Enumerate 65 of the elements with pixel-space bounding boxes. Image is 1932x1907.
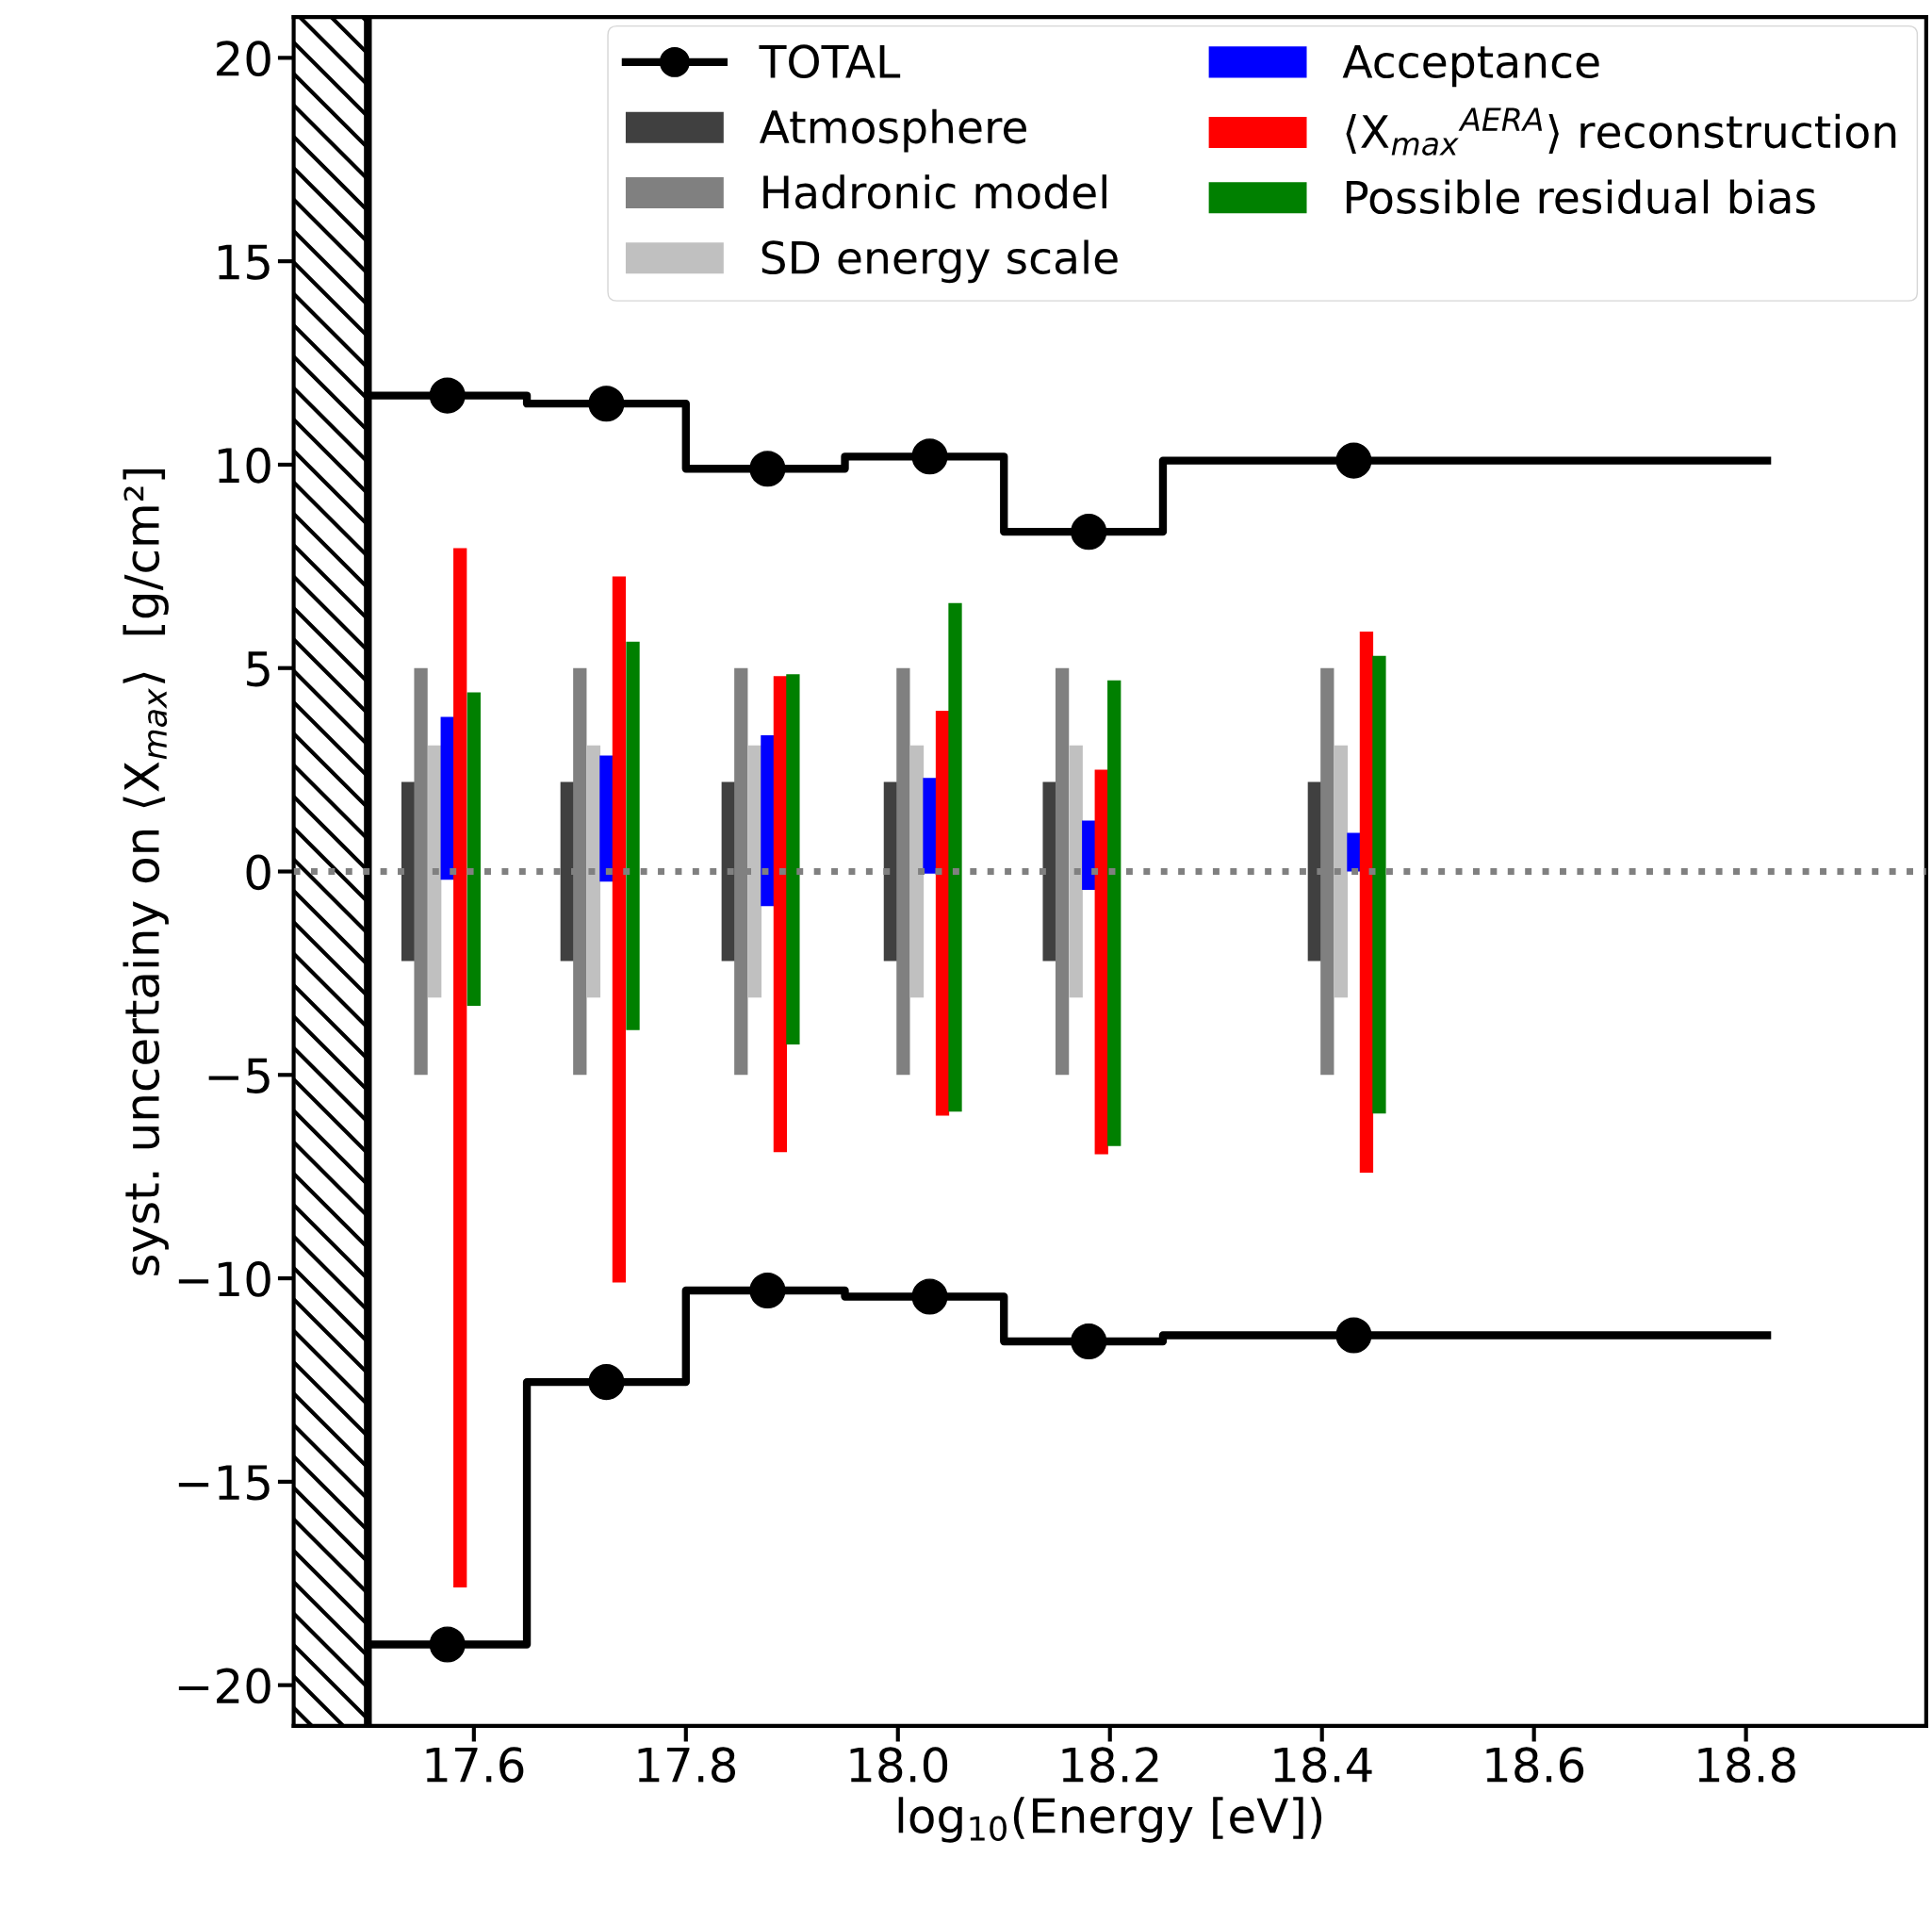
- bar: [626, 641, 640, 1030]
- y-tick-label: 0: [246, 854, 270, 891]
- bar: [428, 745, 442, 998]
- point: [911, 1278, 948, 1315]
- bar: [909, 745, 925, 998]
- y-tick-label: 5: [247, 651, 270, 687]
- point: [749, 451, 786, 487]
- point: [1071, 514, 1107, 551]
- bar: [1307, 781, 1321, 962]
- bar: [440, 716, 454, 880]
- bar: [612, 576, 627, 1283]
- legend-label: Atmosphere: [759, 108, 1026, 153]
- bar: [1372, 655, 1386, 1114]
- bar: [586, 745, 601, 998]
- x-tick-label: 18.6: [1486, 1747, 1584, 1784]
- x-tick-label: 18.8: [1698, 1747, 1795, 1784]
- legend-label: ⟨X$_{max}$$^{AERA}$⟩ reconstruction: [1346, 107, 1896, 156]
- y-tick-label: −15: [178, 1465, 270, 1501]
- bar: [1334, 745, 1349, 998]
- bar: [1094, 769, 1108, 1155]
- point: [1071, 1323, 1107, 1360]
- bar: [786, 674, 800, 1044]
- bar: [599, 755, 614, 882]
- y-tick-label: 10: [218, 447, 270, 484]
- point: [749, 1272, 786, 1309]
- legend-label: Possible residual bias: [1346, 179, 1815, 215]
- bar: [1347, 832, 1361, 872]
- x-tick-label: 18.4: [1274, 1747, 1372, 1784]
- legend-label: SD energy scale: [761, 239, 1118, 284]
- point: [1335, 442, 1372, 479]
- x-tick-label: 18.0: [850, 1747, 948, 1784]
- point: [588, 1364, 625, 1401]
- x-axis-title: log$_{10}$(Energy [eV]): [898, 1797, 1322, 1843]
- point: [429, 1626, 466, 1663]
- bar: [747, 745, 762, 998]
- bar: [560, 781, 574, 962]
- bar: [948, 602, 962, 1112]
- legend-label: Acceptance: [1342, 44, 1599, 88]
- x-tick-label: 17.6: [426, 1747, 524, 1784]
- bar: [773, 676, 788, 1153]
- y-axis-title: syst. uncertainy on ⟨X$_{max}$⟩ [g/cm²]: [123, 469, 169, 1275]
- x-tick-label: 17.8: [638, 1747, 736, 1784]
- legend-label: Hadronic model: [763, 174, 1106, 209]
- bar: [1042, 781, 1056, 962]
- bar: [1107, 680, 1122, 1146]
- bar: [467, 692, 481, 1006]
- x-tick-label: 18.2: [1062, 1747, 1158, 1784]
- bar: [923, 778, 937, 874]
- bar: [1069, 745, 1083, 998]
- y-tick-label: −10: [178, 1260, 270, 1297]
- bar: [935, 711, 950, 1116]
- bar: [453, 548, 467, 1588]
- point: [429, 377, 466, 414]
- point: [1335, 1317, 1372, 1354]
- y-tick-label: −5: [208, 1058, 270, 1093]
- point: [588, 386, 625, 422]
- bar: [1359, 631, 1374, 1173]
- point: [911, 438, 948, 475]
- bar: [1082, 820, 1096, 890]
- bar: [761, 734, 775, 907]
- y-tick-label: 15: [218, 244, 270, 280]
- bar: [401, 781, 416, 962]
- y-tick-label: 20: [217, 41, 270, 77]
- legend-label: TOTAL: [759, 44, 901, 79]
- y-tick-label: −20: [178, 1668, 270, 1704]
